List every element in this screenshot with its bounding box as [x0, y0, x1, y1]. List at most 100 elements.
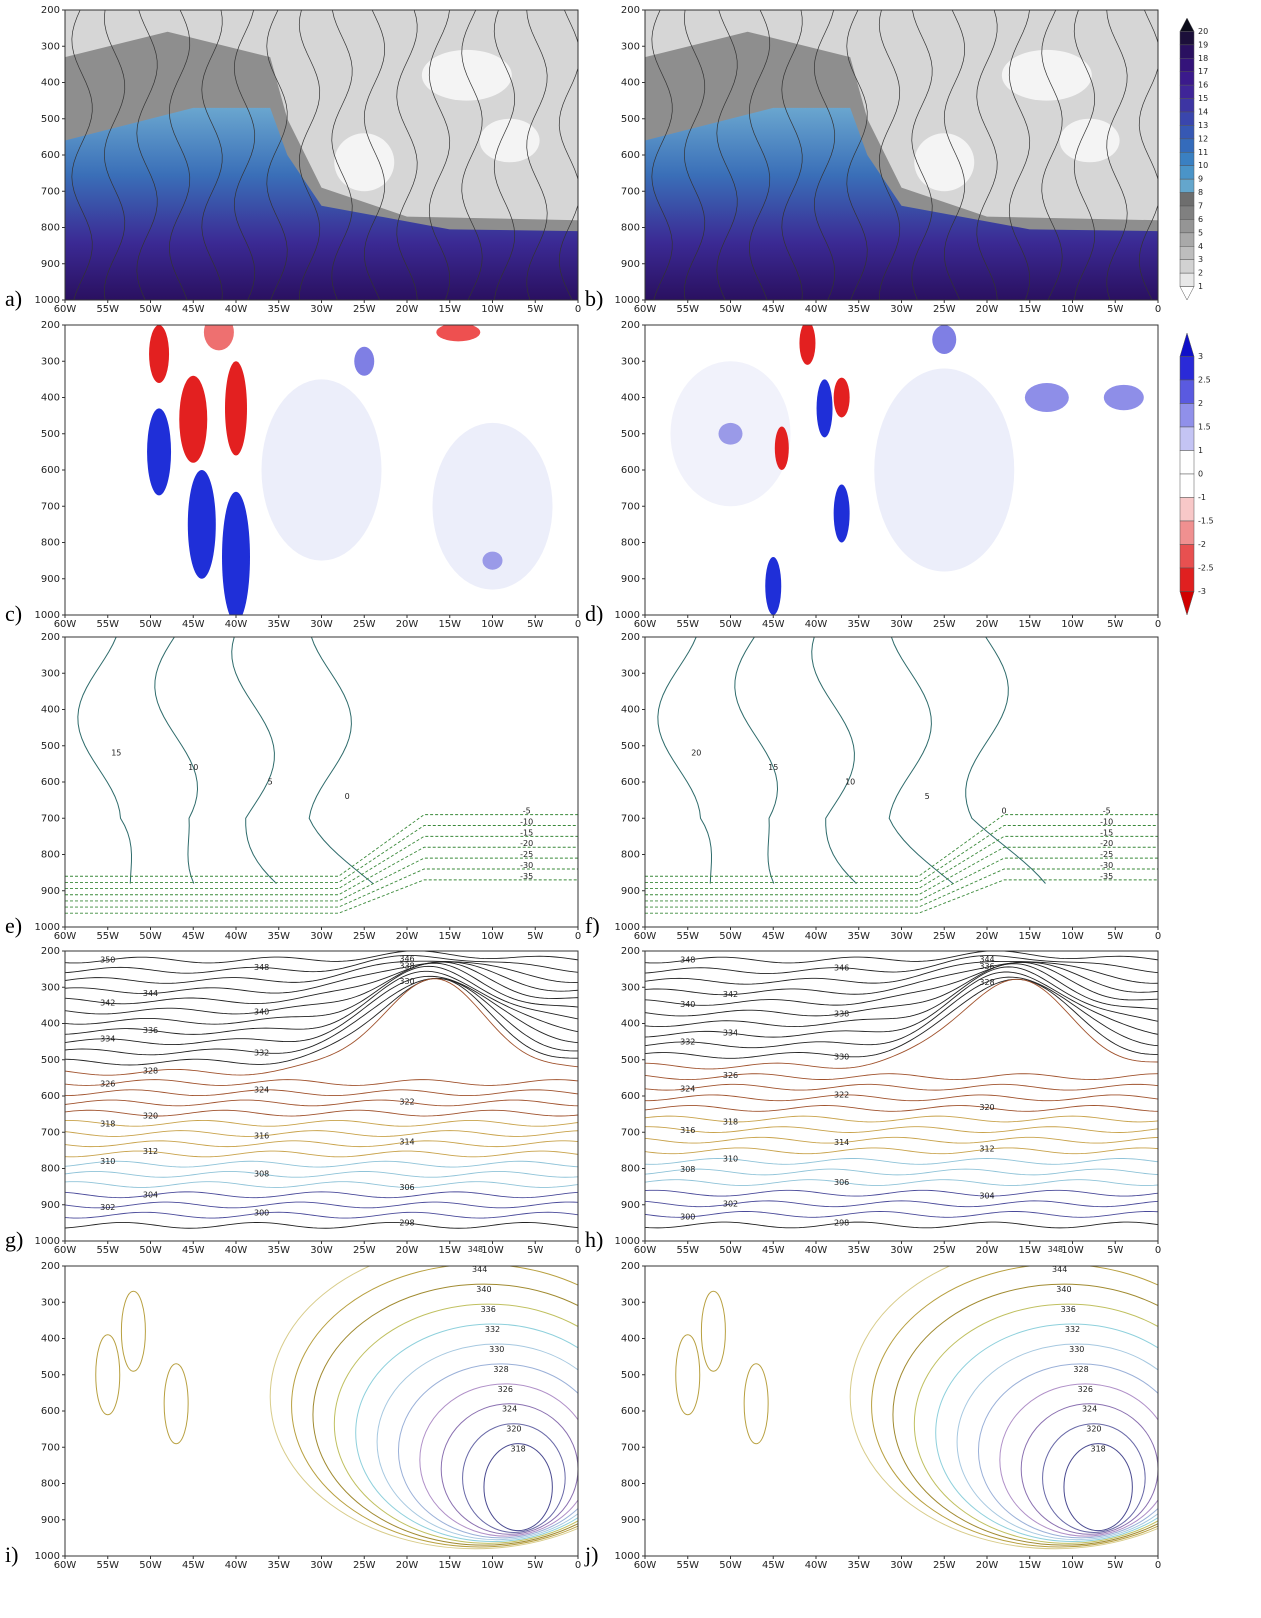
contour-label: 330 [399, 977, 414, 986]
y-tick-label: 1000 [615, 610, 640, 621]
y-tick-label: 200 [621, 632, 640, 643]
x-tick-label: 0 [1155, 931, 1161, 942]
y-tick-label: 400 [41, 1019, 60, 1030]
streamline [1008, 10, 1031, 300]
colorbar-cell [1179, 426, 1195, 451]
streamline [716, 10, 738, 300]
y-tick-label: 200 [41, 320, 60, 331]
x-tick-label: 30W [310, 304, 333, 315]
contour-label: 338 [834, 1010, 849, 1019]
contour-line [849, 1266, 1158, 1550]
y-tick-label: 600 [41, 777, 60, 788]
x-tick-label: 30W [890, 1245, 913, 1256]
x-tick-label: 5W [1107, 1245, 1123, 1256]
y-tick-label: 800 [41, 1164, 60, 1175]
colorbar-cell [1179, 165, 1195, 180]
shade [765, 557, 782, 615]
contour-label: -35 [1100, 872, 1113, 881]
panel-label: e) [5, 913, 22, 938]
y-tick-label: 1000 [615, 295, 640, 306]
x-tick-label: 35W [267, 1560, 290, 1571]
contour-line [65, 1170, 578, 1178]
contour-line [65, 1160, 578, 1168]
x-tick-label: 20W [976, 304, 999, 315]
x-tick-label: 5W [1107, 931, 1123, 942]
y-tick-label: 500 [621, 1055, 640, 1066]
panel-label: a) [5, 286, 22, 311]
shade [432, 422, 553, 590]
y-tick-label: 700 [41, 813, 60, 824]
shade [65, 637, 578, 927]
x-tick-label: 35W [267, 619, 290, 630]
contour-line [935, 1323, 1158, 1542]
x-tick-label: 35W [267, 931, 290, 942]
contour-line [645, 857, 1158, 902]
x-tick-label: 25W [353, 931, 376, 942]
contour-line [675, 1334, 701, 1416]
contour-line [645, 961, 1158, 996]
shade [261, 379, 382, 561]
contour-line [65, 1140, 578, 1148]
colorbar-cell [1179, 497, 1195, 522]
streamline [201, 10, 223, 300]
contour-label: 5 [925, 792, 930, 801]
colorbar-cell [1179, 44, 1195, 59]
x-tick-label: 10W [1061, 1245, 1084, 1256]
contour-line [462, 1423, 566, 1533]
x-tick-label: 0 [575, 1560, 581, 1571]
shade [1024, 383, 1069, 412]
contour-label: 344 [472, 1265, 487, 1274]
panel-label: h) [585, 1227, 603, 1252]
contour-line [65, 1089, 578, 1097]
contour-label: 326 [498, 1385, 513, 1394]
contour-label: 326 [1078, 1385, 1093, 1394]
y-tick-label: 800 [41, 538, 60, 549]
contour-line [120, 1290, 146, 1372]
x-tick-label: 15W [1018, 304, 1041, 315]
contour-line [65, 825, 578, 883]
contour-label: 330 [489, 1345, 504, 1354]
contour-label: 346 [399, 955, 414, 964]
x-tick-label: 20W [396, 619, 419, 630]
contour-line [65, 857, 578, 902]
colorbar-cell [1179, 152, 1195, 166]
contour-label: 300 [680, 1213, 695, 1222]
x-tick-label: 25W [933, 931, 956, 942]
y-tick-label: 400 [41, 705, 60, 716]
shade [149, 325, 170, 383]
contour-line [65, 960, 578, 984]
contour-label: -15 [520, 828, 533, 837]
contour-line [483, 1443, 553, 1532]
y-tick-label: 400 [621, 1334, 640, 1345]
contour-line [645, 1189, 1158, 1197]
x-tick-label: 50W [139, 1245, 162, 1256]
contour-label: -25 [1100, 850, 1113, 859]
colorbar-cell [1179, 232, 1195, 247]
y-tick-label: 1000 [615, 1551, 640, 1562]
colorbar-cell [1179, 272, 1195, 287]
contour-label: 320 [143, 1111, 158, 1120]
panel-label: c) [5, 601, 22, 626]
x-tick-label: 0 [1155, 304, 1161, 315]
contour-label: 340 [680, 1000, 695, 1009]
colorbar-tick-label: -3 [1198, 587, 1206, 596]
contour-label: 320 [1086, 1425, 1101, 1434]
y-tick-label: 900 [621, 886, 640, 897]
colorbar-tick-label: -1 [1198, 493, 1206, 502]
streamline [1106, 10, 1128, 300]
y-tick-label: 700 [41, 501, 60, 512]
y-tick-label: 1000 [35, 1551, 60, 1562]
shade [914, 133, 975, 192]
x-tick-label: 35W [847, 304, 870, 315]
contour-label: -30 [520, 861, 533, 870]
x-tick-label: 20W [396, 1560, 419, 1571]
streamline [911, 10, 933, 300]
shade [479, 118, 540, 163]
x-tick-label: 45W [182, 1245, 205, 1256]
shade [645, 637, 1158, 927]
x-tick-label: 10W [481, 619, 504, 630]
contour-line [645, 963, 1158, 1017]
x-tick-label: 25W [353, 1560, 376, 1571]
colorbar-cell [1179, 403, 1195, 428]
